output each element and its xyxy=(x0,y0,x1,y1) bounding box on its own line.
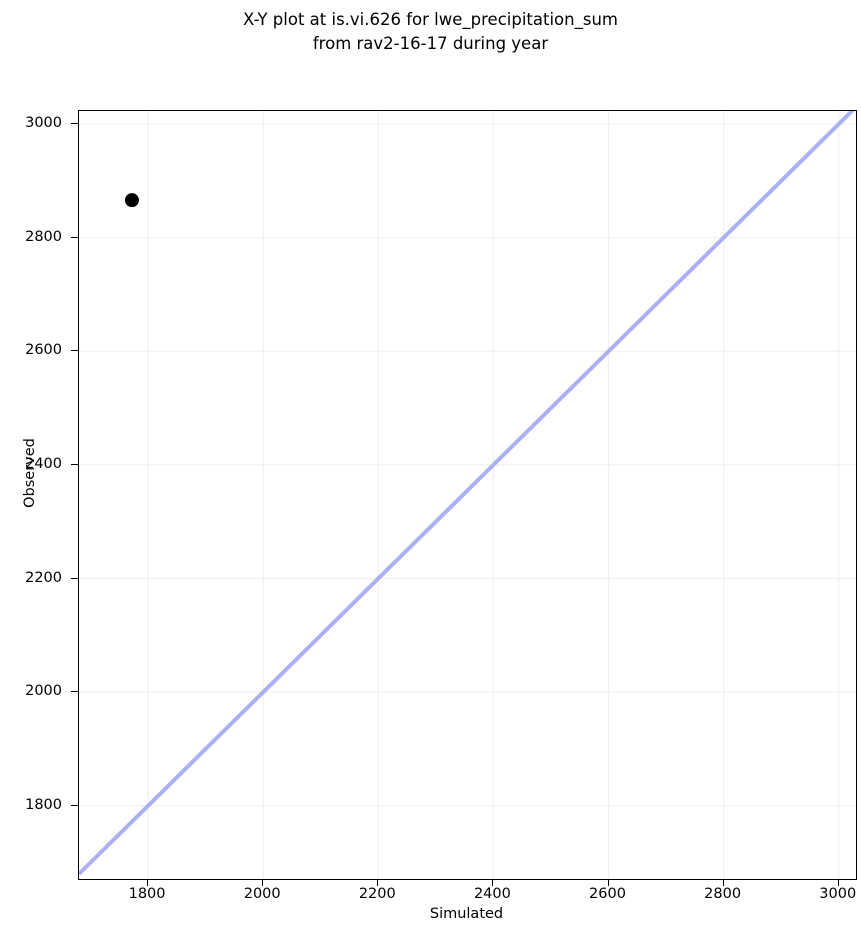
y-tick-mark xyxy=(71,577,78,579)
reference-line-one-to-one-line xyxy=(79,111,855,876)
y-tick-mark xyxy=(71,350,78,352)
x-tick-label: 2400 xyxy=(473,886,511,902)
x-tick-label: 1800 xyxy=(128,886,166,902)
y-tick-label: 2200 xyxy=(25,569,62,586)
y-tick-label: 1800 xyxy=(25,796,62,813)
x-axis-tick-marks xyxy=(78,879,855,887)
y-tick-label: 2400 xyxy=(25,455,62,472)
x-tick-mark xyxy=(147,879,149,886)
x-tick-mark xyxy=(262,879,264,886)
data-point xyxy=(124,193,139,208)
x-tick-label: 2800 xyxy=(704,886,742,902)
y-tick-mark xyxy=(71,123,78,125)
y-tick-label: 2600 xyxy=(25,342,62,359)
x-axis-tick-labels: 1800 2000 2200 2400 2600 2800 3000 xyxy=(78,886,857,910)
y-tick-mark xyxy=(71,463,78,465)
x-tick-mark xyxy=(377,879,379,886)
x-tick-mark xyxy=(722,879,724,886)
x-axis-label: Simulated xyxy=(429,906,504,922)
x-tick-label: 2200 xyxy=(358,886,396,902)
x-tick-mark xyxy=(837,879,839,886)
plot-inner xyxy=(79,111,856,879)
y-axis-tick-marks xyxy=(0,110,80,878)
x-tick-mark xyxy=(492,879,494,886)
x-tick-label: 3000 xyxy=(819,886,857,902)
grid-lines xyxy=(79,111,856,879)
y-tick-mark xyxy=(71,804,78,806)
y-tick-mark xyxy=(71,236,78,238)
y-axis-label: Observed xyxy=(22,438,38,508)
y-tick-label: 2000 xyxy=(25,682,62,699)
chart-title: X-Y plot at is.vi.626 for lwe_precipitat… xyxy=(243,10,618,53)
y-tick-mark xyxy=(71,691,78,693)
data-layer xyxy=(79,111,855,876)
y-tick-label: 3000 xyxy=(25,114,62,131)
y-axis-tick-labels: 1800 2000 2200 2400 2600 2800 3000 xyxy=(0,110,62,878)
x-tick-label: 2600 xyxy=(589,886,626,902)
plot-area xyxy=(78,110,857,880)
x-tick-mark xyxy=(607,879,609,886)
y-tick-label: 2800 xyxy=(25,228,62,245)
x-tick-label: 2000 xyxy=(243,886,281,902)
